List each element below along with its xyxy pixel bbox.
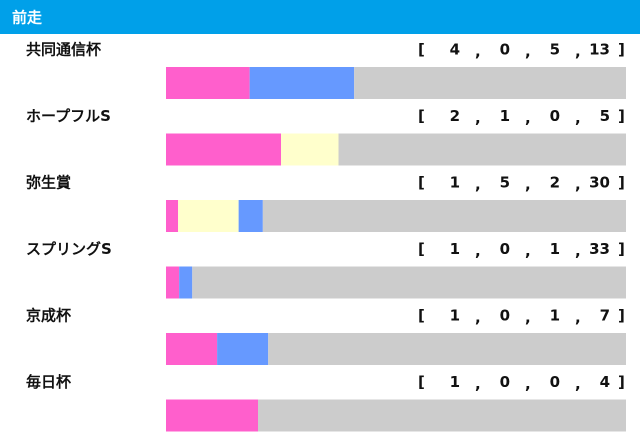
bar-segment	[268, 333, 626, 365]
bracket: [	[418, 41, 425, 59]
value-label: 0	[500, 373, 510, 391]
value-label: 0	[500, 307, 510, 325]
bracket: ]	[618, 107, 625, 125]
value-label: 5	[600, 107, 610, 125]
row-label: 共同通信杯	[26, 41, 102, 59]
row-label: ホープフルS	[26, 107, 111, 125]
comma: ,	[525, 43, 531, 61]
value-label: 33	[589, 240, 610, 258]
comma: ,	[525, 176, 531, 194]
bar-segment	[166, 133, 281, 166]
comma: ,	[475, 375, 481, 393]
value-label: 5	[550, 41, 560, 59]
bracket: [	[418, 307, 425, 325]
value-label: 1	[450, 307, 460, 325]
comma: ,	[525, 109, 531, 127]
value-label: 13	[589, 41, 610, 59]
bar-segment	[166, 200, 179, 232]
bar-segment	[166, 266, 180, 299]
value-label: 2	[450, 107, 460, 125]
header-bar	[0, 0, 640, 34]
bracket: ]	[618, 307, 625, 325]
bar-segment	[166, 399, 258, 432]
bar-segment	[262, 200, 626, 232]
value-label: 1	[550, 240, 560, 258]
bar-segment	[238, 200, 263, 232]
value-label: 0	[500, 41, 510, 59]
comma: ,	[575, 109, 581, 127]
comma: ,	[525, 375, 531, 393]
comma: ,	[525, 242, 531, 260]
row-label: 毎日杯	[26, 373, 72, 391]
comma: ,	[525, 309, 531, 327]
chart-title: 前走	[12, 9, 42, 27]
comma: ,	[475, 309, 481, 327]
bar-segment	[354, 67, 626, 99]
value-label: 1	[450, 174, 460, 192]
comma: ,	[475, 43, 481, 61]
value-label: 1	[550, 307, 560, 325]
bar-segment	[166, 333, 218, 365]
comma: ,	[475, 242, 481, 260]
value-label: 2	[550, 174, 560, 192]
bracket: ]	[618, 41, 625, 59]
value-label: 4	[600, 373, 610, 391]
comma: ,	[575, 43, 581, 61]
bracket: [	[418, 240, 425, 258]
bracket: ]	[618, 240, 625, 258]
bar-segment	[166, 67, 250, 99]
value-label: 1	[450, 373, 460, 391]
bar-segment	[178, 200, 239, 232]
comma: ,	[575, 176, 581, 194]
row-label: 弥生賞	[26, 174, 71, 192]
bar-segment	[217, 333, 269, 365]
comma: ,	[575, 309, 581, 327]
bracket: ]	[618, 373, 625, 391]
bracket: [	[418, 107, 425, 125]
value-label: 0	[500, 240, 510, 258]
bar-segment	[179, 266, 193, 299]
comma: ,	[475, 109, 481, 127]
value-label: 0	[550, 373, 560, 391]
bracket: [	[418, 373, 425, 391]
bar-segment	[338, 133, 626, 166]
value-label: 7	[600, 307, 610, 325]
bar-segment	[281, 133, 339, 166]
value-label: 1	[450, 240, 460, 258]
value-label: 30	[589, 174, 610, 192]
bar-segment	[258, 399, 626, 432]
bar-segment	[192, 266, 627, 299]
bar-segment	[249, 67, 355, 99]
comma: ,	[575, 375, 581, 393]
row-label: スプリングS	[26, 240, 112, 258]
value-label: 0	[550, 107, 560, 125]
value-label: 1	[500, 107, 510, 125]
row-label: 京成杯	[26, 307, 72, 325]
bracket: [	[418, 174, 425, 192]
bracket: ]	[618, 174, 625, 192]
comma: ,	[575, 242, 581, 260]
value-label: 5	[500, 174, 510, 192]
comma: ,	[475, 176, 481, 194]
value-label: 4	[450, 41, 460, 59]
